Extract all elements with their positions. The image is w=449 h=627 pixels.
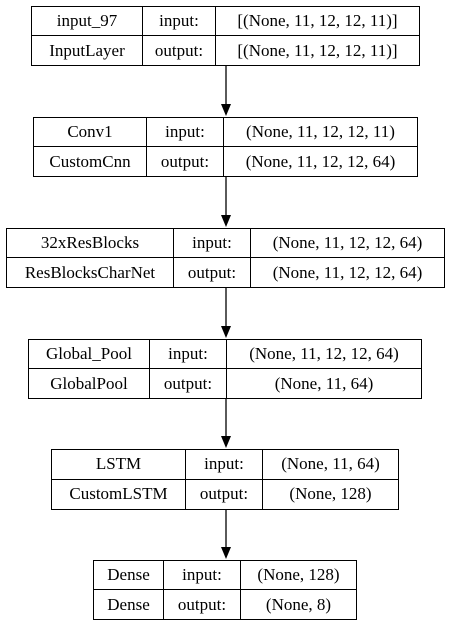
output-shape: (None, 8): [265, 594, 332, 614]
edge-Global_Pool-to-LSTM: [221, 399, 231, 448]
layer-node-LSTM: LSTM input: (None, 11, 64) CustomLSTM ou…: [51, 449, 399, 510]
input-shape: (None, 11, 12, 12, 64): [249, 344, 399, 363]
layer-node-Conv1: Conv1 input: (None, 11, 12, 12, 11) Cust…: [33, 117, 418, 177]
layer-class: Dense: [94, 590, 164, 619]
output-label: output:: [174, 258, 251, 287]
layer-name: 32xResBlocks: [7, 229, 174, 257]
layer-class: CustomLSTM: [52, 479, 186, 509]
layer-name: Dense: [94, 561, 164, 589]
input-shape: (None, 11, 64): [281, 454, 380, 474]
input-shape: (None, 11, 12, 12, 64): [272, 233, 423, 252]
layer-class: InputLayer: [32, 36, 143, 65]
layer-node-32xResBlocks: 32xResBlocks input: (None, 11, 12, 12, 6…: [6, 228, 445, 288]
output-shape: (None, 128): [289, 484, 372, 504]
edge-LSTM-to-Dense: [221, 510, 231, 559]
output-label: output:: [150, 369, 227, 398]
input-shape: (None, 11, 12, 12, 11): [246, 122, 395, 141]
layer-name: Conv1: [34, 118, 147, 146]
layer-node-Global_Pool: Global_Pool input: (None, 11, 12, 12, 64…: [28, 339, 422, 399]
edge-32xResBlocks-to-Global_Pool: [221, 288, 231, 338]
input-shape: [(None, 11, 12, 12, 11)]: [237, 11, 398, 30]
edge-Conv1-to-32xResBlocks: [221, 177, 231, 227]
output-shape: (None, 11, 64): [274, 373, 374, 393]
edge-input_97-to-Conv1: [221, 66, 231, 116]
output-shape: (None, 11, 12, 12, 64): [272, 262, 423, 282]
input-label: input:: [147, 118, 224, 146]
input-label: input:: [143, 7, 216, 35]
input-label: input:: [164, 561, 241, 589]
layer-name: input_97: [32, 7, 143, 35]
output-label: output:: [186, 479, 263, 509]
input-shape: (None, 128): [257, 565, 340, 584]
output-label: output:: [143, 36, 216, 65]
layer-class: ResBlocksCharNet: [7, 258, 174, 287]
input-label: input:: [150, 340, 227, 368]
layer-node-input_97: input_97 input: [(None, 11, 12, 12, 11)]…: [31, 6, 420, 66]
input-label: input:: [174, 229, 251, 257]
layer-node-Dense: Dense input: (None, 128) Dense output: (…: [93, 560, 357, 620]
layer-name: Global_Pool: [29, 340, 150, 368]
output-shape: [(None, 11, 12, 12, 11)]: [237, 40, 398, 60]
layer-class: CustomCnn: [34, 147, 147, 176]
layer-class: GlobalPool: [29, 369, 150, 398]
output-label: output:: [147, 147, 224, 176]
layer-name: LSTM: [52, 450, 186, 479]
input-label: input:: [186, 450, 263, 479]
output-shape: (None, 11, 12, 12, 64): [245, 151, 396, 171]
output-label: output:: [164, 590, 241, 619]
